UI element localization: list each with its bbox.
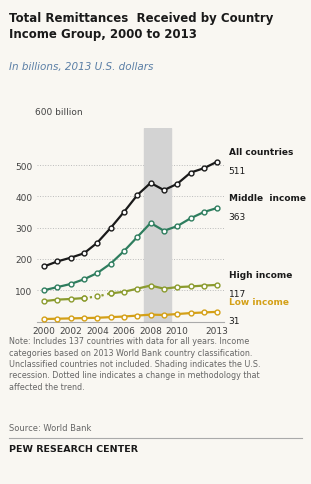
Text: 117: 117 (229, 289, 246, 298)
Text: Note: Includes 137 countries with data for all years. Income
categories based on: Note: Includes 137 countries with data f… (9, 336, 261, 391)
Text: Middle  income: Middle income (229, 194, 306, 203)
Text: 511: 511 (229, 166, 246, 175)
Text: 31: 31 (229, 316, 240, 325)
Text: Source: World Bank: Source: World Bank (9, 424, 92, 433)
Text: 600 billion: 600 billion (35, 107, 83, 117)
Text: PEW RESEARCH CENTER: PEW RESEARCH CENTER (9, 444, 138, 454)
Bar (144, 128, 171, 322)
Text: Total Remittances  Received by Country
Income Group, 2000 to 2013: Total Remittances Received by Country In… (9, 12, 274, 41)
Text: High income: High income (229, 271, 292, 280)
Text: All countries: All countries (229, 148, 293, 156)
Text: In billions, 2013 U.S. dollars: In billions, 2013 U.S. dollars (9, 62, 154, 72)
Text: Low income: Low income (229, 297, 289, 306)
Text: 363: 363 (229, 212, 246, 221)
